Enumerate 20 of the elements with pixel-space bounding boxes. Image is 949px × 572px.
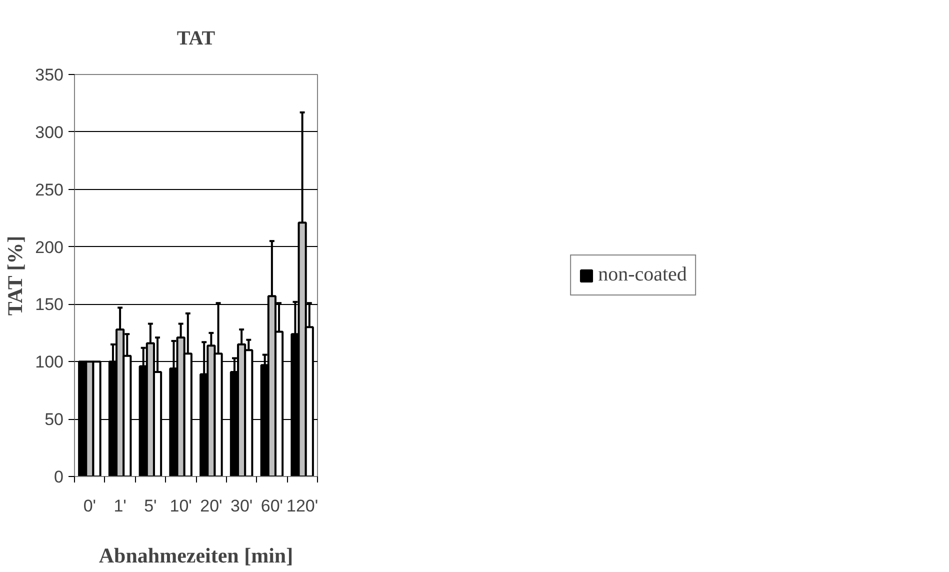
legend-label: non-coated — [598, 264, 687, 286]
x-tick-label: 0' — [83, 496, 96, 516]
y-tick-label: 0 — [54, 468, 64, 486]
y-tick-label: 300 — [35, 122, 64, 142]
x-tick-label: 5' — [144, 496, 157, 516]
x-tick-label: 60' — [260, 496, 284, 516]
y-tick-label: 50 — [44, 410, 64, 430]
x-tick-label: 20' — [200, 496, 222, 516]
y-tick-label: 350 — [35, 66, 64, 84]
x-tick-label: 120' — [286, 496, 318, 516]
y-tick-label: 100 — [35, 352, 64, 372]
x-tick-label: 10' — [170, 496, 192, 516]
x-axis-title: Abnahmezeiten [min] — [98, 544, 294, 568]
x-tick-label: 1' — [114, 496, 126, 516]
y-axis-title: TAT [%] — [3, 236, 28, 316]
chart-title: TAT — [176, 28, 216, 50]
y-tick-label: 200 — [35, 238, 64, 257]
x-tick-label: 30' — [230, 496, 253, 516]
y-tick-label: 250 — [35, 180, 64, 200]
y-tick-label: 150 — [35, 295, 64, 314]
